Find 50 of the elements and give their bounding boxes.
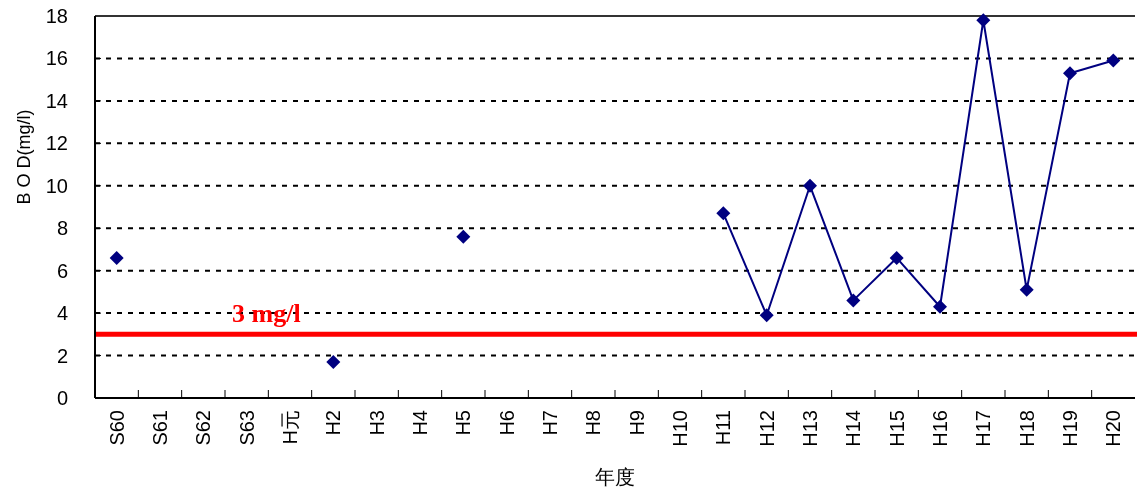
point <box>1106 53 1121 68</box>
point <box>1019 282 1034 297</box>
x-tick-label: H8 <box>582 410 605 436</box>
x-tick-label: H13 <box>799 410 821 447</box>
point <box>1063 66 1077 81</box>
x-tick-label: H16 <box>929 410 951 447</box>
x-tick-label: H10 <box>669 410 691 447</box>
x-tick-label: H17 <box>972 410 995 447</box>
x-tick-label: H12 <box>755 410 778 447</box>
y-tick-label: 4 <box>56 302 68 325</box>
x-tick-label: H20 <box>1102 410 1125 447</box>
ref-line-label: 3 mg/l <box>232 299 301 329</box>
y-tick-label: 0 <box>56 387 68 409</box>
x-tick-label: S61 <box>149 410 171 446</box>
x-tick-label: S62 <box>192 410 215 446</box>
y-axis-title: B O D(mg/l) <box>14 109 34 205</box>
point <box>976 13 991 28</box>
x-tick-label: H7 <box>539 410 561 436</box>
x-tick-label: H2 <box>322 410 345 436</box>
point <box>889 250 904 265</box>
y-tick-label: 16 <box>45 47 68 70</box>
y-tick-label: 8 <box>56 217 68 240</box>
y-tick-label: 2 <box>56 344 68 367</box>
x-tick-label: H元 <box>279 410 301 445</box>
y-tick-label: 10 <box>45 174 68 197</box>
x-tick-label: H4 <box>409 410 431 436</box>
x-tick-label: H14 <box>842 410 865 447</box>
point <box>846 293 861 308</box>
x-tick-label: S63 <box>235 410 258 446</box>
x-tick-label: H9 <box>625 410 648 436</box>
y-tick-label: 6 <box>56 259 68 282</box>
point <box>803 178 817 193</box>
x-tick-label: H15 <box>885 410 908 447</box>
y-tick-label: 12 <box>45 132 68 155</box>
x-tick-label: H3 <box>365 410 388 436</box>
x-tick-label: H11 <box>712 410 735 446</box>
y-tick-label: 18 <box>45 5 68 27</box>
x-tick-label: H5 <box>452 410 475 436</box>
x-tick-label: H19 <box>1059 410 1081 447</box>
x-tick-label: S60 <box>105 410 128 446</box>
x-tick-label: H6 <box>495 410 518 436</box>
point <box>109 250 124 265</box>
point <box>933 299 947 314</box>
point <box>456 229 471 244</box>
point <box>759 308 774 323</box>
x-axis-title: 年度 <box>595 466 635 488</box>
point <box>716 206 731 221</box>
y-tick-label: 14 <box>45 89 68 112</box>
x-tick-label: H18 <box>1015 410 1038 447</box>
point <box>326 354 341 369</box>
